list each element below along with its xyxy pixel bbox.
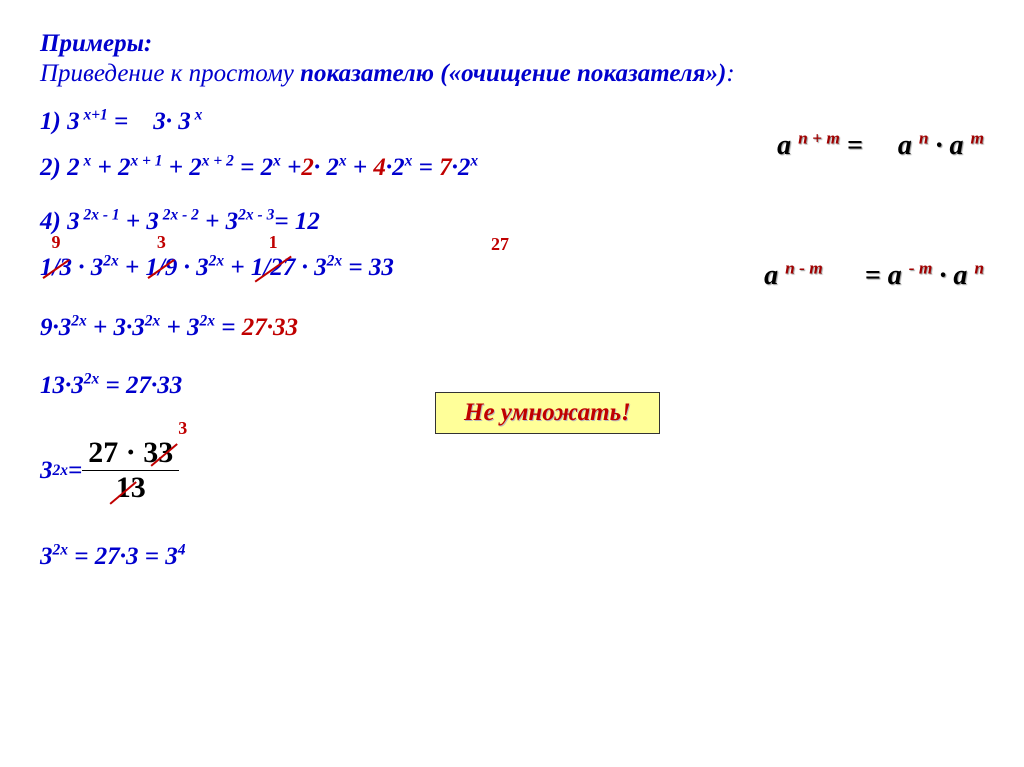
l8-a: 3 — [40, 457, 53, 485]
l2-dot4: ·2 — [386, 154, 405, 181]
callout-do-not-multiply: Не умножать! — [435, 392, 660, 434]
l6-bx: 2x — [145, 313, 161, 330]
l6-a: 9·3 — [40, 314, 71, 341]
strike-label-1: 1 — [269, 232, 278, 253]
l2-a: 2 — [61, 154, 80, 181]
l2-p2x: x + 2 — [202, 153, 234, 170]
l4-a: 3 — [61, 208, 80, 235]
l2-p1: + 2 — [91, 154, 130, 181]
l1-base: 3 — [61, 108, 80, 135]
strike-label-3: 3 — [157, 232, 166, 253]
example-1: 1) 3 x+1 = 3· 3 x — [40, 108, 984, 136]
l1-eq: = — [108, 108, 135, 135]
l6-c: + 3 — [160, 314, 199, 341]
subtitle-plain: Приведение к простому — [40, 60, 300, 87]
example-4-result: 32x = 27·3 = 34 — [40, 543, 984, 571]
l9-a: 3 — [40, 543, 53, 570]
l8-eq: = — [68, 457, 82, 485]
l4-num: 4) — [40, 208, 61, 235]
subtitle-bold: показателю («очищение показателя») — [300, 60, 726, 87]
l2-two: 2 — [301, 154, 314, 181]
l2-r4x: x — [470, 153, 478, 170]
example-2: 2) 2 x + 2x + 1 + 2x + 2 = 2x +2· 2x + 4… — [40, 154, 984, 182]
l4-p1x: 2x - 2 — [159, 207, 199, 224]
l2-plus: + — [281, 154, 302, 181]
l5-e3: 2x — [327, 253, 343, 270]
l2-r2x: x — [339, 153, 347, 170]
example-4-fraction: 32x = 27 · 33 13 3 — [40, 436, 984, 505]
subtitle-end: : — [726, 60, 734, 87]
l4-ax: 2x - 1 — [80, 207, 120, 224]
l2-dotseven: ·2 — [452, 154, 471, 181]
l5-e1: 2x — [103, 253, 119, 270]
example-4-expanded: 1/3 9 · 32x + 1/9 3 · 32x + 1/27 1 · 32x… — [40, 254, 984, 282]
strike-1-9: 1/9 3 — [145, 254, 177, 282]
frac-den: 13 — [82, 471, 179, 505]
strike-label-27: 27 — [491, 234, 509, 255]
l5-d2: · 3 — [177, 254, 208, 281]
strike-label-9: 9 — [51, 232, 60, 253]
l9-r: 4 — [178, 542, 186, 559]
l5-p2: + — [224, 254, 251, 281]
l1-rhsexp: x — [191, 107, 203, 124]
l4-p2x: 2x - 3 — [238, 207, 274, 224]
l6-ax: 2x — [71, 313, 87, 330]
example-4: 4) 3 2x - 1 + 3 2x - 2 + 32x - 3= 12 — [40, 208, 984, 236]
l6-cx: 2x — [200, 313, 216, 330]
example-4-simplified: 9·32x + 3·32x + 32x = 27·33 — [40, 314, 984, 342]
l6-eq: = — [215, 314, 242, 341]
l4-p2: + 3 — [199, 208, 238, 235]
l5-p1: + — [119, 254, 146, 281]
l6-r: 27·33 — [242, 314, 298, 341]
l1-num: 1) — [40, 108, 61, 135]
strike-1-3: 1/3 9 — [40, 254, 72, 282]
l2-eq1: = — [234, 154, 261, 181]
l2-four: 4 — [373, 154, 386, 181]
l2-p1x: x + 1 — [130, 153, 162, 170]
l2-dot2: · 2 — [314, 154, 339, 181]
l2-eq2: = — [412, 154, 439, 181]
l9-ax: 2x — [53, 542, 69, 559]
l5-e2: 2x — [209, 253, 225, 270]
frac-strike-label: 3 — [178, 418, 187, 439]
l7-a: 13·3 — [40, 372, 84, 399]
l2-r1x: x — [273, 153, 281, 170]
l6-b: + 3·3 — [87, 314, 145, 341]
l5-eq: = 33 — [342, 254, 394, 281]
l2-num: 2) — [40, 154, 61, 181]
l2-r1: 2 — [261, 154, 274, 181]
l2-p2: + 2 — [163, 154, 202, 181]
l2-plus2: + — [347, 154, 374, 181]
strike-1-27: 1/27 1 — [251, 254, 295, 282]
l4-eq: = 12 — [274, 208, 320, 235]
l1-exp: x+1 — [80, 107, 108, 124]
subtitle: Приведение к простому показателю («очище… — [40, 60, 984, 88]
l7-eq: = 27·33 — [99, 372, 182, 399]
l2-seven: 7 — [439, 154, 452, 181]
math-slide: Примеры: Приведение к простому показател… — [0, 0, 1024, 619]
l9-eq: = 27·3 = 3 — [68, 543, 178, 570]
l5-d1: · 3 — [72, 254, 103, 281]
l7-ax: 2x — [84, 371, 100, 388]
l5-d3: · 3 — [295, 254, 326, 281]
title: Примеры: — [40, 30, 984, 58]
l1-rhs: 3· 3 — [153, 108, 191, 135]
l4-p1: + 3 — [120, 208, 159, 235]
fraction: 27 · 33 13 3 — [82, 436, 179, 505]
l2-ax: x — [80, 153, 92, 170]
